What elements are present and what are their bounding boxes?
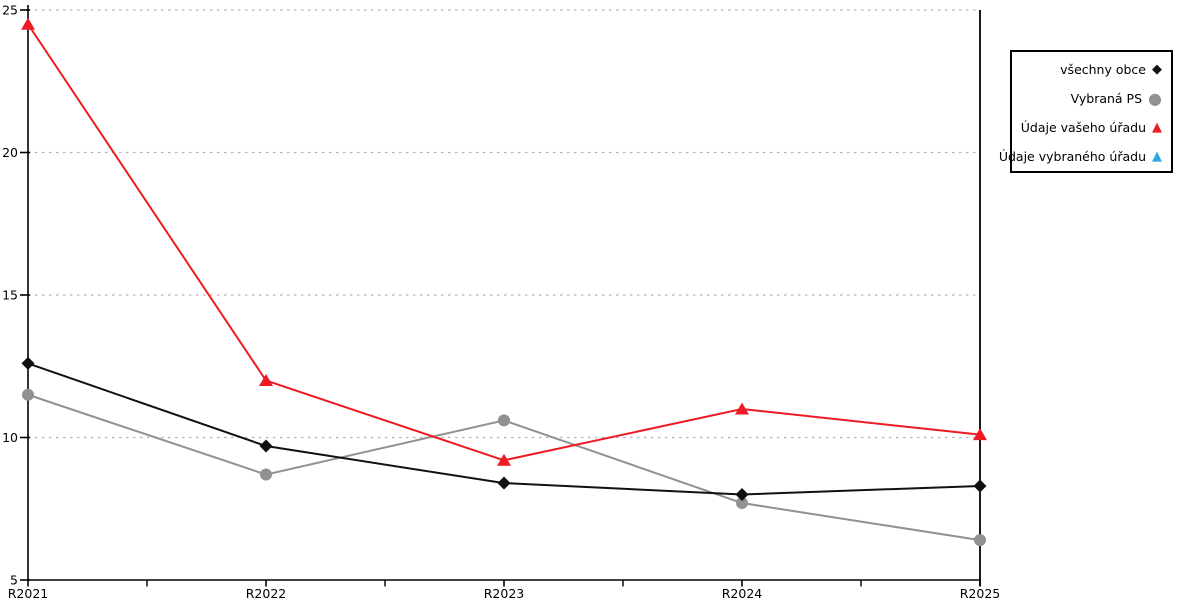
legend-item: Údaje vašeho úřadu ▲ bbox=[1012, 113, 1171, 142]
legend-item: všechny obce ◆ bbox=[1012, 55, 1171, 84]
x-tick-label: R2022 bbox=[246, 586, 287, 600]
diamond-marker-icon: ◆ bbox=[1152, 62, 1162, 77]
x-tick-label: R2025 bbox=[960, 586, 1000, 600]
x-tick-label: R2024 bbox=[722, 586, 763, 600]
data-point-marker bbox=[973, 479, 987, 493]
data-point-marker bbox=[21, 17, 35, 30]
series-line bbox=[27, 362, 981, 496]
data-point-marker bbox=[497, 476, 511, 490]
legend-label: všechny obce bbox=[1060, 62, 1146, 77]
legend-label: Vybraná PS bbox=[1070, 91, 1143, 106]
data-point-marker bbox=[259, 374, 273, 386]
data-point-marker bbox=[736, 497, 748, 510]
legend-label: Údaje vybraného úřadu bbox=[998, 149, 1146, 164]
legend-item: Vybraná PS ● bbox=[1012, 84, 1171, 113]
series-line bbox=[27, 23, 981, 462]
legend-item: Údaje vybraného úřadu ▲ bbox=[999, 142, 1171, 171]
data-point-marker bbox=[22, 388, 34, 401]
line-chart-plot: 5 10 15 20 25 R2021 R2022 R2023 R2024 R2025 bbox=[2, 3, 1000, 600]
x-tick-label: R2023 bbox=[484, 586, 525, 600]
triangle-marker-icon: ▲ bbox=[1152, 120, 1162, 135]
y-tick-label: 15 bbox=[2, 288, 18, 303]
data-point-marker bbox=[259, 439, 273, 453]
triangle-marker-icon: ▲ bbox=[1152, 149, 1162, 164]
data-point-marker bbox=[735, 402, 749, 415]
chart-legend: všechny obce ◆ Vybraná PS ● Údaje vašeho… bbox=[999, 50, 1173, 173]
x-tick-label: R2021 bbox=[8, 586, 49, 600]
data-point-marker bbox=[21, 356, 35, 370]
data-point-marker bbox=[497, 453, 511, 466]
data-point-marker bbox=[735, 488, 749, 501]
data-point-marker bbox=[973, 428, 987, 441]
y-tick-label: 10 bbox=[2, 430, 18, 445]
data-point-marker bbox=[260, 468, 272, 481]
y-tick-label: 20 bbox=[2, 145, 18, 160]
data-point-marker bbox=[498, 414, 510, 427]
legend-label: Údaje vašeho úřadu bbox=[1020, 120, 1146, 135]
circle-marker-icon: ● bbox=[1148, 89, 1162, 108]
y-tick-label: 5 bbox=[10, 573, 18, 588]
y-tick-label: 25 bbox=[2, 3, 18, 18]
data-point-marker bbox=[974, 534, 986, 547]
